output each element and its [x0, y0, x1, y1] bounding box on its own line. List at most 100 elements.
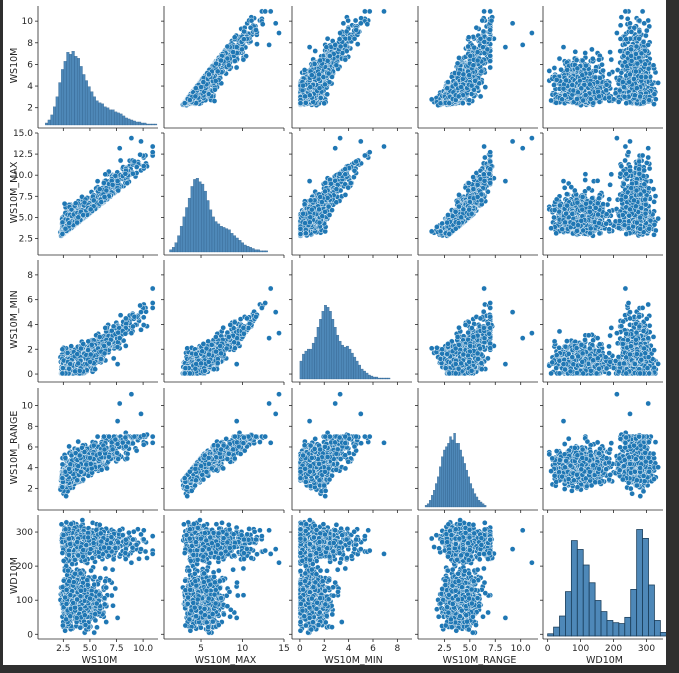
- scatter-point: [212, 98, 217, 103]
- scatter-point: [471, 63, 476, 68]
- scatter-point: [324, 45, 329, 50]
- scatter-point: [213, 78, 218, 83]
- histogram-bar: [136, 122, 139, 125]
- scatter-point: [219, 58, 224, 63]
- scatter-point: [445, 86, 450, 91]
- scatter-point: [301, 83, 306, 88]
- scatter-point: [460, 101, 465, 106]
- scatter-point: [482, 9, 487, 14]
- scatter-point: [488, 9, 493, 14]
- histogram-bar: [64, 61, 67, 125]
- y-tick-label: 8: [27, 39, 33, 49]
- histogram-bar: [101, 104, 104, 125]
- scatter-point: [438, 101, 443, 106]
- y-tick-label: 2: [27, 104, 33, 114]
- histogram-bar: [120, 114, 123, 125]
- histogram-bar: [130, 120, 133, 125]
- y-axis-label: WS10M: [9, 48, 20, 84]
- histogram-bar: [154, 124, 157, 125]
- scatter-point: [467, 73, 472, 78]
- histogram-bar: [93, 97, 96, 125]
- scatter-point: [520, 42, 525, 47]
- scatter-point: [338, 44, 343, 49]
- scatter-point: [333, 42, 338, 47]
- scatter-point: [453, 82, 458, 87]
- histogram-bar: [82, 74, 85, 125]
- scatter-point: [459, 85, 464, 90]
- scatter-point: [317, 72, 322, 77]
- scatter-point: [474, 25, 479, 30]
- scatter-point: [583, 50, 588, 55]
- histogram-bar: [88, 87, 91, 125]
- scatter-point: [478, 36, 483, 41]
- scatter-point: [355, 42, 360, 47]
- scatter-point: [338, 30, 343, 35]
- histogram-bar: [96, 101, 99, 125]
- histogram-bar: [98, 103, 101, 125]
- scatter-point: [206, 72, 211, 77]
- histogram-bar: [114, 112, 117, 125]
- scatter-point: [226, 63, 231, 68]
- scatter-point: [362, 9, 367, 14]
- scatter-point: [263, 9, 268, 14]
- scatter-point: [276, 30, 281, 35]
- scatter-point: [325, 58, 330, 63]
- scatter-point: [381, 9, 386, 14]
- panel-ws10m-vs-ws10m-max: [161, 6, 284, 131]
- scatter-point: [472, 45, 477, 50]
- scatter-point: [456, 94, 461, 99]
- scatter-point: [318, 95, 323, 100]
- histogram-bar: [146, 124, 149, 125]
- scatter-point: [300, 88, 305, 93]
- histogram-bar: [61, 69, 64, 125]
- scatter-point: [298, 101, 303, 106]
- scatter-point: [489, 18, 494, 23]
- scatter-point: [358, 21, 363, 26]
- panel-ws10m-vs-ws10m-range: [415, 6, 538, 131]
- scatter-point: [445, 80, 450, 85]
- scatter-point: [326, 71, 331, 76]
- scatter-point: [461, 72, 466, 77]
- scatter-point: [353, 18, 358, 23]
- scatter-point: [182, 101, 187, 106]
- scatter-point: [268, 9, 273, 14]
- scatter-point: [485, 47, 490, 52]
- histogram-bar: [149, 124, 152, 125]
- scatter-point: [473, 78, 478, 83]
- histogram-bar: [85, 81, 88, 125]
- scatter-point: [488, 58, 493, 63]
- scatter-point: [193, 94, 198, 99]
- scatter-point: [479, 69, 484, 74]
- scatter-point: [313, 48, 318, 53]
- y-tick-label: 10: [22, 17, 34, 27]
- histogram-bar: [117, 113, 120, 125]
- scatter-point: [341, 21, 346, 26]
- scatter-point: [249, 18, 254, 23]
- scatter-point: [488, 53, 493, 58]
- scatter-point: [483, 85, 488, 90]
- scatter-point: [199, 85, 204, 90]
- scatter-point: [503, 45, 508, 50]
- scatter-point: [337, 37, 342, 42]
- histogram-bar: [112, 110, 115, 125]
- scatter-point: [478, 94, 483, 99]
- histogram-bar: [77, 58, 80, 125]
- histogram-bar: [75, 56, 78, 125]
- scatter-point: [352, 36, 357, 41]
- scatter-point: [253, 27, 258, 32]
- histogram-bar: [152, 124, 155, 125]
- scatter-point: [260, 22, 265, 27]
- scatter-point: [343, 57, 348, 62]
- pairplot-canvas: 246810WS10M2.55.07.510.012.515.0WS10M_MA…: [3, 0, 666, 665]
- scatter-point: [557, 56, 562, 61]
- scatter-point: [241, 29, 246, 34]
- histogram-bar: [69, 54, 72, 125]
- scatter-point: [447, 101, 452, 106]
- scatter-point: [510, 21, 515, 26]
- histogram-bar: [109, 110, 112, 125]
- scatter-point: [309, 73, 314, 78]
- scatter-point: [231, 50, 236, 55]
- scatter-point: [488, 65, 493, 70]
- scatter-point: [429, 97, 434, 102]
